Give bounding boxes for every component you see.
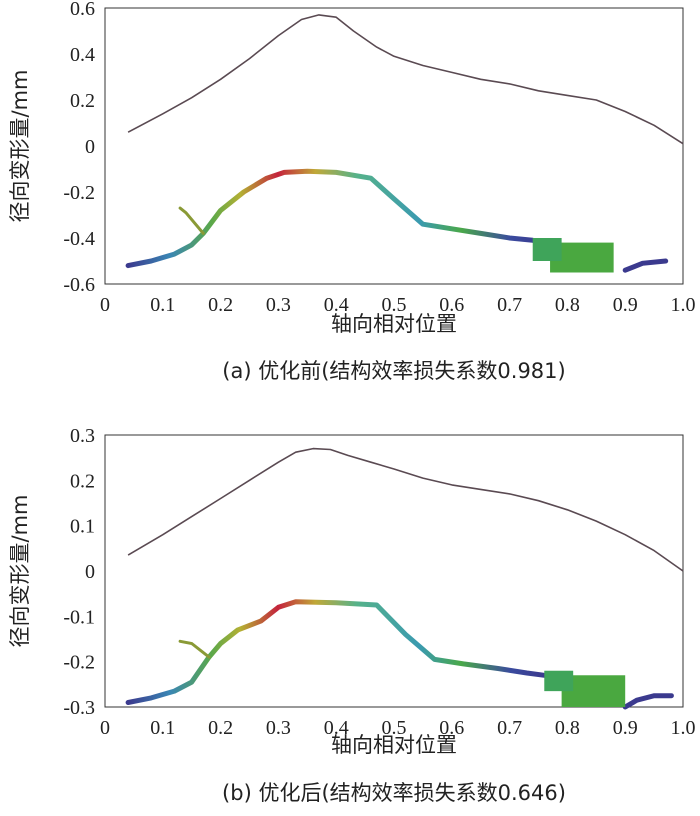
y-tick-label: -0.2: [63, 182, 95, 204]
x-tick-label: 0.5: [382, 294, 407, 316]
deformed-shape: [125, 599, 674, 710]
plot-frame: [104, 7, 684, 285]
series-line: [127, 14, 684, 145]
y-tick-labels: 0.6 0.4 0.2 0 -0.2 -0.4 -0.6: [63, 0, 95, 296]
y-tick-label: -0.6: [63, 274, 95, 296]
y-tick-label: -0.3: [63, 697, 95, 719]
x-tick-label: 0.1: [150, 294, 175, 316]
y-axis-label: 径向变形量/mm: [8, 495, 32, 648]
structure-block-step: [544, 670, 574, 692]
y-tick-label: 0: [85, 136, 95, 158]
panel-b: 径向变形量/mm 轴向相对位置 (b) 优化后(结构效率损失系数0.646) 0…: [8, 425, 696, 805]
y-tick-label: 0.3: [70, 425, 95, 447]
x-tick-labels: 0 0.1 0.2 0.3 0.4 0.5 0.6 0.7 0.8 0.9 1.0: [100, 717, 696, 739]
x-tick-label: 0.7: [497, 717, 522, 739]
series-line: [127, 447, 684, 572]
y-tick-label: 0.2: [70, 90, 95, 112]
x-tick-label: 0.3: [266, 294, 291, 316]
x-tick-label: 0.8: [555, 294, 580, 316]
y-tick-label: -0.1: [63, 606, 95, 628]
x-tick-label: 0: [100, 717, 110, 739]
deformation-curve: [127, 447, 684, 572]
y-tick-label: 0.4: [70, 44, 95, 66]
structure-tail: [622, 693, 674, 710]
structure-branch: [178, 639, 211, 659]
x-tick-label: 0.9: [613, 294, 638, 316]
structure-outline: [125, 168, 547, 269]
deformation-curve: [127, 14, 684, 145]
y-tick-label: 0: [85, 561, 95, 583]
x-tick-label: 0.6: [439, 717, 464, 739]
x-tick-label: 0.4: [324, 294, 349, 316]
y-tick-label: -0.2: [63, 652, 95, 674]
x-tick-label: 0.7: [497, 294, 522, 316]
structure-branch: [178, 206, 205, 235]
structure-outline: [125, 599, 547, 705]
panel-a: 径向变形量/mm 轴向相对位置 (a) 优化前(结构效率损失系数0.981) 0…: [8, 0, 696, 383]
x-tick-label: 0.6: [439, 294, 464, 316]
caption: (b) 优化后(结构效率损失系数0.646): [222, 781, 566, 805]
x-tick-label: 1.0: [671, 294, 696, 316]
caption: (a) 优化前(结构效率损失系数0.981): [222, 359, 565, 383]
y-tick-labels: 0.3 0.2 0.1 0 -0.1 -0.2 -0.3: [63, 425, 95, 719]
x-tick-label: 0.2: [208, 717, 233, 739]
plot-frame: [104, 434, 684, 708]
x-tick-label: 1.0: [671, 717, 696, 739]
y-tick-label: -0.4: [63, 228, 95, 250]
x-tick-label: 0: [100, 294, 110, 316]
x-tick-label: 0.8: [555, 717, 580, 739]
x-tick-labels: 0 0.1 0.2 0.3 0.4 0.5 0.6 0.7 0.8 0.9 1.0: [100, 294, 696, 316]
x-tick-label: 0.5: [382, 717, 407, 739]
y-tick-label: 0.6: [70, 0, 95, 20]
x-axis-label: 轴向相对位置: [331, 312, 457, 336]
x-tick-label: 0.4: [324, 717, 349, 739]
deformed-shape: [125, 168, 669, 273]
structure-block-step: [532, 238, 562, 261]
y-tick-label: 0.2: [70, 470, 95, 492]
x-axis-label: 轴向相对位置: [331, 733, 457, 757]
structure-tail: [622, 258, 669, 273]
y-axis-label: 径向变形量/mm: [8, 70, 32, 223]
x-tick-label: 0.2: [208, 294, 233, 316]
x-tick-label: 0.9: [613, 717, 638, 739]
y-tick-label: 0.1: [70, 516, 95, 538]
x-tick-label: 0.3: [266, 717, 291, 739]
x-tick-label: 0.1: [150, 717, 175, 739]
